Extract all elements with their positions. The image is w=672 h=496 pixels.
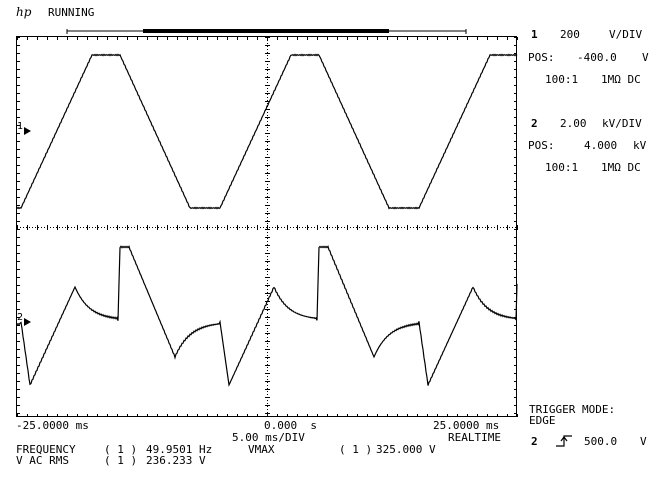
time-left-label: -25.0000 ms [16,419,89,432]
memory-bar [66,29,467,34]
ch2-pos-unit: kV [633,139,647,152]
time-per-div[interactable]: 5.00 ms/DIV [232,431,305,444]
graticule-grid [17,37,518,417]
acquisition-mode: REALTIME [448,431,501,444]
measurement-value: 236.233 V [146,454,206,467]
ch1-pos-label: POS: [528,51,555,64]
ch1-coupling: 1MΩ DC [601,73,641,86]
channel1-trace [16,53,518,210]
measurement-channel: ( 1 ) [339,443,373,456]
ch1-pos-unit: V [642,51,649,64]
channel2-ground-marker[interactable] [24,318,31,326]
channel2-marker-label: 2 [17,312,24,323]
ch2-coupling: 1MΩ DC [601,161,641,174]
run-status: RUNNING [48,6,95,19]
measurement-value: 49.9501 Hz [146,443,213,456]
measurement-channel: ( 1 ) [104,454,138,467]
trigger-level[interactable]: 500.0 [584,435,618,448]
time-right-label: 25.0000 ms [433,419,500,432]
ch1-scale-unit: V/DIV [609,28,643,41]
measurement-name: V AC RMS [16,454,69,467]
channel2-trace [16,245,518,387]
rising-edge-icon [556,435,572,447]
time-center-label[interactable]: 0.000 s [264,419,317,432]
trigger-mode-label: TRIGGER MODE: [529,403,616,416]
graticule-frame [16,36,517,417]
trigger-level-unit: V [640,435,647,448]
ch1-pos-value[interactable]: -400.0 [577,51,617,64]
ch2-scale-unit: kV/DIV [602,117,642,130]
hp-logo: hp [16,5,32,19]
channel1-ground-marker[interactable] [24,127,31,135]
channel1-marker-label: 1 [17,121,24,132]
measurement-name: VMAX [248,443,275,456]
measurement-name: FREQUENCY [16,443,76,456]
trigger-source[interactable]: 2 [531,435,538,448]
ch2-pos-value[interactable]: 4.000 [584,139,618,152]
ch2-number: 2 [531,117,538,130]
ch2-scale[interactable]: 2.00 [560,117,587,130]
ch1-scale[interactable]: 200 [560,28,580,41]
ch2-pos-label: POS: [528,139,555,152]
ch2-probe: 100:1 [545,161,579,174]
measurement-value: 325.000 V [376,443,436,456]
ch1-number: 1 [531,28,538,41]
trigger-mode[interactable]: EDGE [529,414,556,427]
ch1-probe: 100:1 [545,73,579,86]
measurement-channel: ( 1 ) [104,443,138,456]
